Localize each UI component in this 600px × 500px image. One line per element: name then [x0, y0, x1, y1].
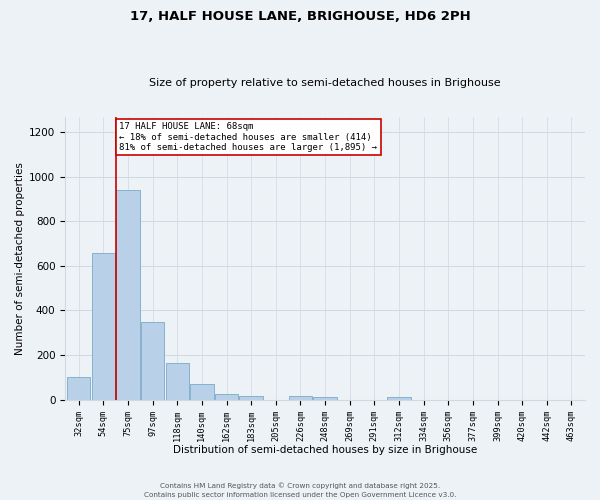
Bar — [215, 394, 238, 400]
Bar — [190, 384, 214, 400]
Bar — [67, 378, 91, 400]
Text: 17 HALF HOUSE LANE: 68sqm
← 18% of semi-detached houses are smaller (414)
81% of: 17 HALF HOUSE LANE: 68sqm ← 18% of semi-… — [119, 122, 377, 152]
Title: Size of property relative to semi-detached houses in Brighouse: Size of property relative to semi-detach… — [149, 78, 501, 88]
Bar — [289, 396, 312, 400]
Bar — [116, 190, 140, 400]
Text: Contains public sector information licensed under the Open Government Licence v3: Contains public sector information licen… — [144, 492, 456, 498]
Bar — [141, 322, 164, 400]
Text: Contains HM Land Registry data © Crown copyright and database right 2025.: Contains HM Land Registry data © Crown c… — [160, 482, 440, 489]
Y-axis label: Number of semi-detached properties: Number of semi-detached properties — [15, 162, 25, 354]
Text: 17, HALF HOUSE LANE, BRIGHOUSE, HD6 2PH: 17, HALF HOUSE LANE, BRIGHOUSE, HD6 2PH — [130, 10, 470, 23]
Bar — [166, 363, 189, 400]
Bar — [313, 396, 337, 400]
Bar — [387, 397, 410, 400]
Bar — [92, 252, 115, 400]
Bar — [239, 396, 263, 400]
X-axis label: Distribution of semi-detached houses by size in Brighouse: Distribution of semi-detached houses by … — [173, 445, 477, 455]
